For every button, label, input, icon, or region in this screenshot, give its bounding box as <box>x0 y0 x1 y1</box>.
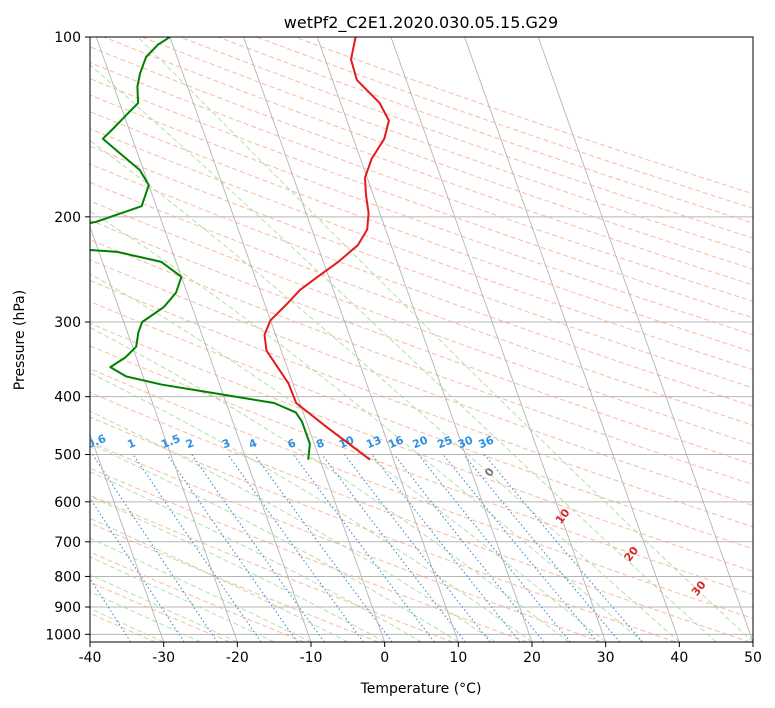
moist-adiabat-line <box>90 372 533 642</box>
mixing-ratio-label: 16 <box>386 433 405 451</box>
mixing-ratio-label: 2 <box>184 436 196 451</box>
dry-adiabat-line <box>90 111 753 353</box>
x-tick-label: 20 <box>523 650 541 666</box>
y-tick-label: 100 <box>54 30 81 46</box>
y-tick-label: 900 <box>54 600 81 616</box>
mixing-ratio-line <box>463 454 621 642</box>
y-tick-label: 600 <box>54 495 81 511</box>
moist-adiabat-line <box>137 37 753 642</box>
isotherm-gridlines <box>90 37 753 642</box>
chart-title: wetPf2_C2E1.2020.030.05.15.G29 <box>284 13 558 33</box>
x-tick-label: -30 <box>152 650 175 666</box>
mixing-ratio-line <box>344 454 491 642</box>
isotherm-line <box>95 37 312 642</box>
isotherm-line <box>169 37 386 642</box>
isotherm-line <box>464 37 680 642</box>
moist-adiabat-line <box>90 139 680 642</box>
y-tick-label: 500 <box>54 448 81 464</box>
mixing-ratio-line <box>371 454 521 642</box>
isotherm-line <box>90 433 165 642</box>
dry-adiabat-line <box>90 522 379 642</box>
y-axis-label: Pressure (hPa) <box>12 290 28 390</box>
mixing-ratio-line <box>442 454 598 642</box>
y-tick-label: 400 <box>54 390 81 406</box>
isotherm-line <box>316 37 533 642</box>
x-tick-label: -10 <box>300 650 323 666</box>
mixing-ratio-label: 36 <box>477 433 496 451</box>
plot-frame <box>89 36 754 643</box>
dry-adiabat-line <box>90 128 753 371</box>
mixing-ratio-label: 25 <box>435 434 454 452</box>
y-axis-ticks: 100 200 300 400 500 600 700 800 900 1000 <box>45 30 90 643</box>
isotherm-line <box>243 37 459 642</box>
dewpoint-profile-line <box>90 37 311 460</box>
isotherm-line <box>90 225 238 642</box>
dry-adiabat-line <box>90 94 753 336</box>
mixing-ratio-line <box>90 497 185 642</box>
mixing-ratio-label: 30 <box>456 433 475 451</box>
dry-adiabat-line <box>90 259 753 506</box>
dry-adiabat-line <box>90 279 753 528</box>
dry-adiabat-line <box>90 181 753 426</box>
isotherm-line <box>537 37 753 642</box>
temperature-profile-line <box>263 37 390 461</box>
mixing-ratio-label: 1 <box>126 436 138 451</box>
moist-adiabat-line <box>90 326 570 642</box>
x-axis-ticks: -40 -30 -20 -10 0 10 20 30 40 50 <box>79 642 762 666</box>
y-tick-label: 300 <box>54 315 81 331</box>
mixing-ratio-line <box>132 454 262 642</box>
dry-adiabat-line <box>90 322 753 572</box>
moist-adiabat-line <box>90 273 607 642</box>
mixing-ratio-line <box>92 454 218 642</box>
mixing-ratio-label: 20 <box>411 433 430 451</box>
y-tick-label: 800 <box>54 569 81 585</box>
moist-adiabat-line <box>90 574 238 642</box>
moist-adiabat-line <box>90 517 349 642</box>
x-tick-label: 10 <box>449 650 467 666</box>
moist-adiabat-line <box>90 537 312 642</box>
y-tick-label: 1000 <box>45 627 81 643</box>
y-tick-label: 700 <box>54 535 81 551</box>
moist-adiabat-line <box>90 210 643 642</box>
dry-adiabat-line <box>90 368 753 620</box>
dry-adiabat-line <box>90 581 230 642</box>
mixing-ratio-lines <box>90 454 644 642</box>
x-tick-label: -40 <box>79 650 102 666</box>
moist-adiabat-line <box>90 591 201 642</box>
mixing-ratio-line <box>191 454 325 642</box>
x-tick-label: 50 <box>744 650 762 666</box>
moist-adiabat-line <box>90 443 459 642</box>
moist-adiabats <box>90 37 753 642</box>
mixing-ratio-line <box>166 454 298 642</box>
x-tick-label: 40 <box>670 650 688 666</box>
dry-adiabat-line <box>90 163 753 407</box>
dry-adiabat-line <box>90 219 753 465</box>
mixing-ratio-line <box>254 454 393 642</box>
x-tick-label: 0 <box>380 650 389 666</box>
x-tick-label: -20 <box>226 650 249 666</box>
dry-adiabat-line <box>90 441 602 642</box>
moist-adiabat-line <box>90 495 385 642</box>
mixing-ratio-label: 8 <box>314 436 326 451</box>
dry-adiabat-line <box>90 391 750 642</box>
dry-adiabat-line <box>90 200 753 446</box>
isobar-gridlines <box>90 37 753 635</box>
moist-adiabat-line <box>90 64 717 642</box>
mixing-ratio-line <box>227 454 364 642</box>
mixing-ratio-line <box>292 454 435 642</box>
isotherm-line <box>390 37 607 642</box>
dry-adiabats <box>90 37 753 642</box>
x-tick-label: 30 <box>597 650 615 666</box>
profile-series <box>90 37 390 461</box>
x-axis-label: Temperature (°C) <box>360 681 482 697</box>
mixing-ratio-label: 3 <box>220 436 232 451</box>
mixing-ratio-label: 13 <box>364 434 383 452</box>
plot-area: 0.10.20.40.611.52346810131620253036-100-… <box>90 37 753 642</box>
y-tick-label: 200 <box>54 210 81 226</box>
mixing-ratio-line <box>321 454 466 642</box>
dry-adiabat-line <box>90 145 753 389</box>
dry-adiabat-line <box>90 467 528 642</box>
